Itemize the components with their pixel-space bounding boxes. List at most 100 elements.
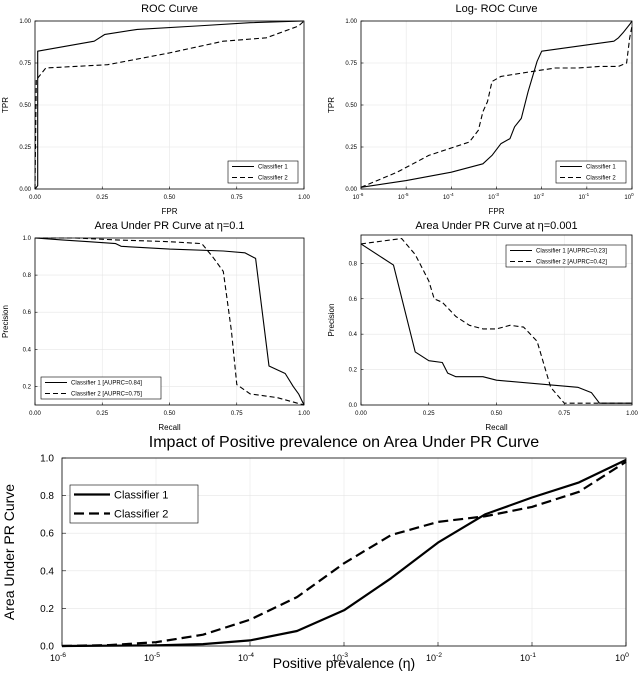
x-tick-label: 0.00 <box>355 411 367 417</box>
x-tick-exponent: -3 <box>495 192 499 197</box>
x-tick-label: 0.00 <box>29 195 41 201</box>
pr-curve-eta-0.1-chart: 0.00 0.25 0.50 0.75 1.00 0.2 0.4 0.6 0.8 1.0 Area … <box>1 220 310 432</box>
legend-box <box>505 244 627 268</box>
x-tick-label: 1.00 <box>626 411 638 417</box>
log-roc-chart: 10-6 10-5 10-4 10-3 10-2 10-1 100 0.00 0.25 0.50 0… <box>327 3 634 216</box>
y-tick-label: 0.8 <box>40 491 54 502</box>
y-tick-label: 1.0 <box>40 454 54 465</box>
x-tick-label: 10-6 <box>353 192 364 201</box>
chart-title: Log- ROC Curve <box>456 3 538 15</box>
y-tick-label: 0.2 <box>40 604 54 615</box>
x-tick-exponent: 0 <box>631 192 634 197</box>
x-axis-label: Positive prevalence (η) <box>273 655 415 671</box>
x-tick-exponent: -4 <box>248 652 254 659</box>
x-tick-exponent: -6 <box>60 652 66 659</box>
chart-title: ROC Curve <box>141 3 198 15</box>
x-tick-label: 100 <box>615 652 629 663</box>
series-line-2 <box>35 237 305 406</box>
y-axis-label: Precision <box>327 304 336 337</box>
y-tick-label: 0.0 <box>40 642 54 653</box>
y-axis-label: TPR <box>1 97 10 113</box>
y-tick-label: 0.6 <box>23 310 32 316</box>
legend-label-2: Classifier 2 <box>114 509 168 521</box>
x-tick-label: 0.50 <box>164 411 176 417</box>
x-tick-label: 10-2 <box>426 652 442 663</box>
series-line-1 <box>34 20 305 190</box>
x-tick-exponent: -1 <box>530 652 536 659</box>
x-axis-label: Recall <box>158 423 180 432</box>
legend-label-2: Classifier 2 [AUPRC=0.75] <box>71 392 142 398</box>
x-tick-label: 10-1 <box>578 192 589 201</box>
y-axis-label: Area Under PR Curve <box>1 484 17 620</box>
y-tick-label: 0.25 <box>345 145 357 151</box>
x-tick-label: 1.00 <box>298 195 310 201</box>
legend-label-2: Classifier 2 <box>586 176 616 182</box>
chart-title: Impact of Positive prevalence on Area Un… <box>149 434 540 451</box>
prevalence-impact-chart: 10-6 10-5 10-4 10-3 10-2 10-1 100 0.0 0.2 0.4 0.6 0… <box>1 434 629 671</box>
x-tick-label: 10-6 <box>50 652 66 663</box>
x-tick-exponent: -5 <box>154 652 160 659</box>
series-line-1 <box>61 458 627 648</box>
x-tick-label: 10-3 <box>488 192 499 201</box>
legend-box <box>40 376 162 400</box>
x-tick-exponent: -5 <box>405 192 409 197</box>
x-tick-exponent: -1 <box>585 192 589 197</box>
y-axis-label: TPR <box>327 97 336 113</box>
x-tick-label: 10-3 <box>332 652 348 663</box>
legend: Classifier 1 Classifier 2 <box>555 160 627 184</box>
y-tick-label: 0.4 <box>40 566 54 577</box>
legend-box <box>69 484 199 524</box>
series-line-2 <box>34 20 305 190</box>
x-tick-label: 0.25 <box>423 411 435 417</box>
chart-title: Area Under PR Curve at η=0.001 <box>415 220 577 232</box>
x-axis-label: FPR <box>489 207 505 216</box>
y-tick-label: 0.25 <box>19 145 31 151</box>
y-tick-label: 1.00 <box>19 19 31 25</box>
series-line-2 <box>61 460 627 648</box>
legend-label-1: Classifier 1 <box>258 165 288 171</box>
x-tick-label: 10-5 <box>398 192 409 201</box>
y-tick-label: 0.8 <box>349 261 358 267</box>
x-tick-label: 10-1 <box>520 652 536 663</box>
y-tick-label: 0.00 <box>19 187 31 193</box>
x-tick-label: 10-4 <box>238 652 254 663</box>
y-tick-label: 0.6 <box>349 297 358 303</box>
y-tick-label: 0.75 <box>19 61 31 67</box>
y-tick-label: 0.2 <box>23 384 32 390</box>
x-tick-exponent: -2 <box>540 192 544 197</box>
x-tick-label: 0.75 <box>558 411 570 417</box>
series-line-1 <box>360 20 633 188</box>
y-tick-label: 1.00 <box>345 19 357 25</box>
x-tick-exponent: -3 <box>342 652 348 659</box>
x-tick-label: 0.25 <box>96 195 108 201</box>
y-tick-label: 0.8 <box>23 273 32 279</box>
series-line-1 <box>34 237 305 406</box>
x-tick-label: 10-5 <box>144 652 160 663</box>
legend-label-1: Classifier 1 <box>114 490 168 502</box>
x-tick-label: 100 <box>624 192 634 201</box>
legend: Classifier 1 [AUPRC=0.23] Classifier 2 [A… <box>505 244 627 268</box>
y-axis-label: Precision <box>1 305 10 338</box>
y-tick-label: 0.4 <box>23 347 32 353</box>
x-tick-label: 10-2 <box>533 192 544 201</box>
x-tick-exponent: -4 <box>450 192 454 197</box>
y-tick-label: 0.75 <box>345 61 357 67</box>
x-tick-label: 0.25 <box>96 411 108 417</box>
y-tick-label: 1.0 <box>23 236 32 242</box>
x-tick-label: 1.00 <box>298 411 310 417</box>
legend-label-1: Classifier 1 <box>586 165 616 171</box>
legend-label-2: Classifier 2 [AUPRC=0.42] <box>536 260 607 266</box>
x-tick-label: 0.50 <box>164 195 176 201</box>
chart-title: Area Under PR Curve at η=0.1 <box>94 220 244 232</box>
legend-label-1: Classifier 1 [AUPRC=0.84] <box>71 381 142 387</box>
y-tick-label: 0.00 <box>345 187 357 193</box>
series-line-2 <box>360 25 633 188</box>
y-tick-label: 0.2 <box>349 368 358 374</box>
series-line-2 <box>360 237 632 404</box>
x-tick-label: 0.50 <box>491 411 503 417</box>
x-tick-exponent: -6 <box>359 192 363 197</box>
x-tick-label: 0.75 <box>231 195 243 201</box>
x-tick-label: 10-4 <box>443 192 454 201</box>
legend: Classifier 1 Classifier 2 <box>69 484 199 524</box>
